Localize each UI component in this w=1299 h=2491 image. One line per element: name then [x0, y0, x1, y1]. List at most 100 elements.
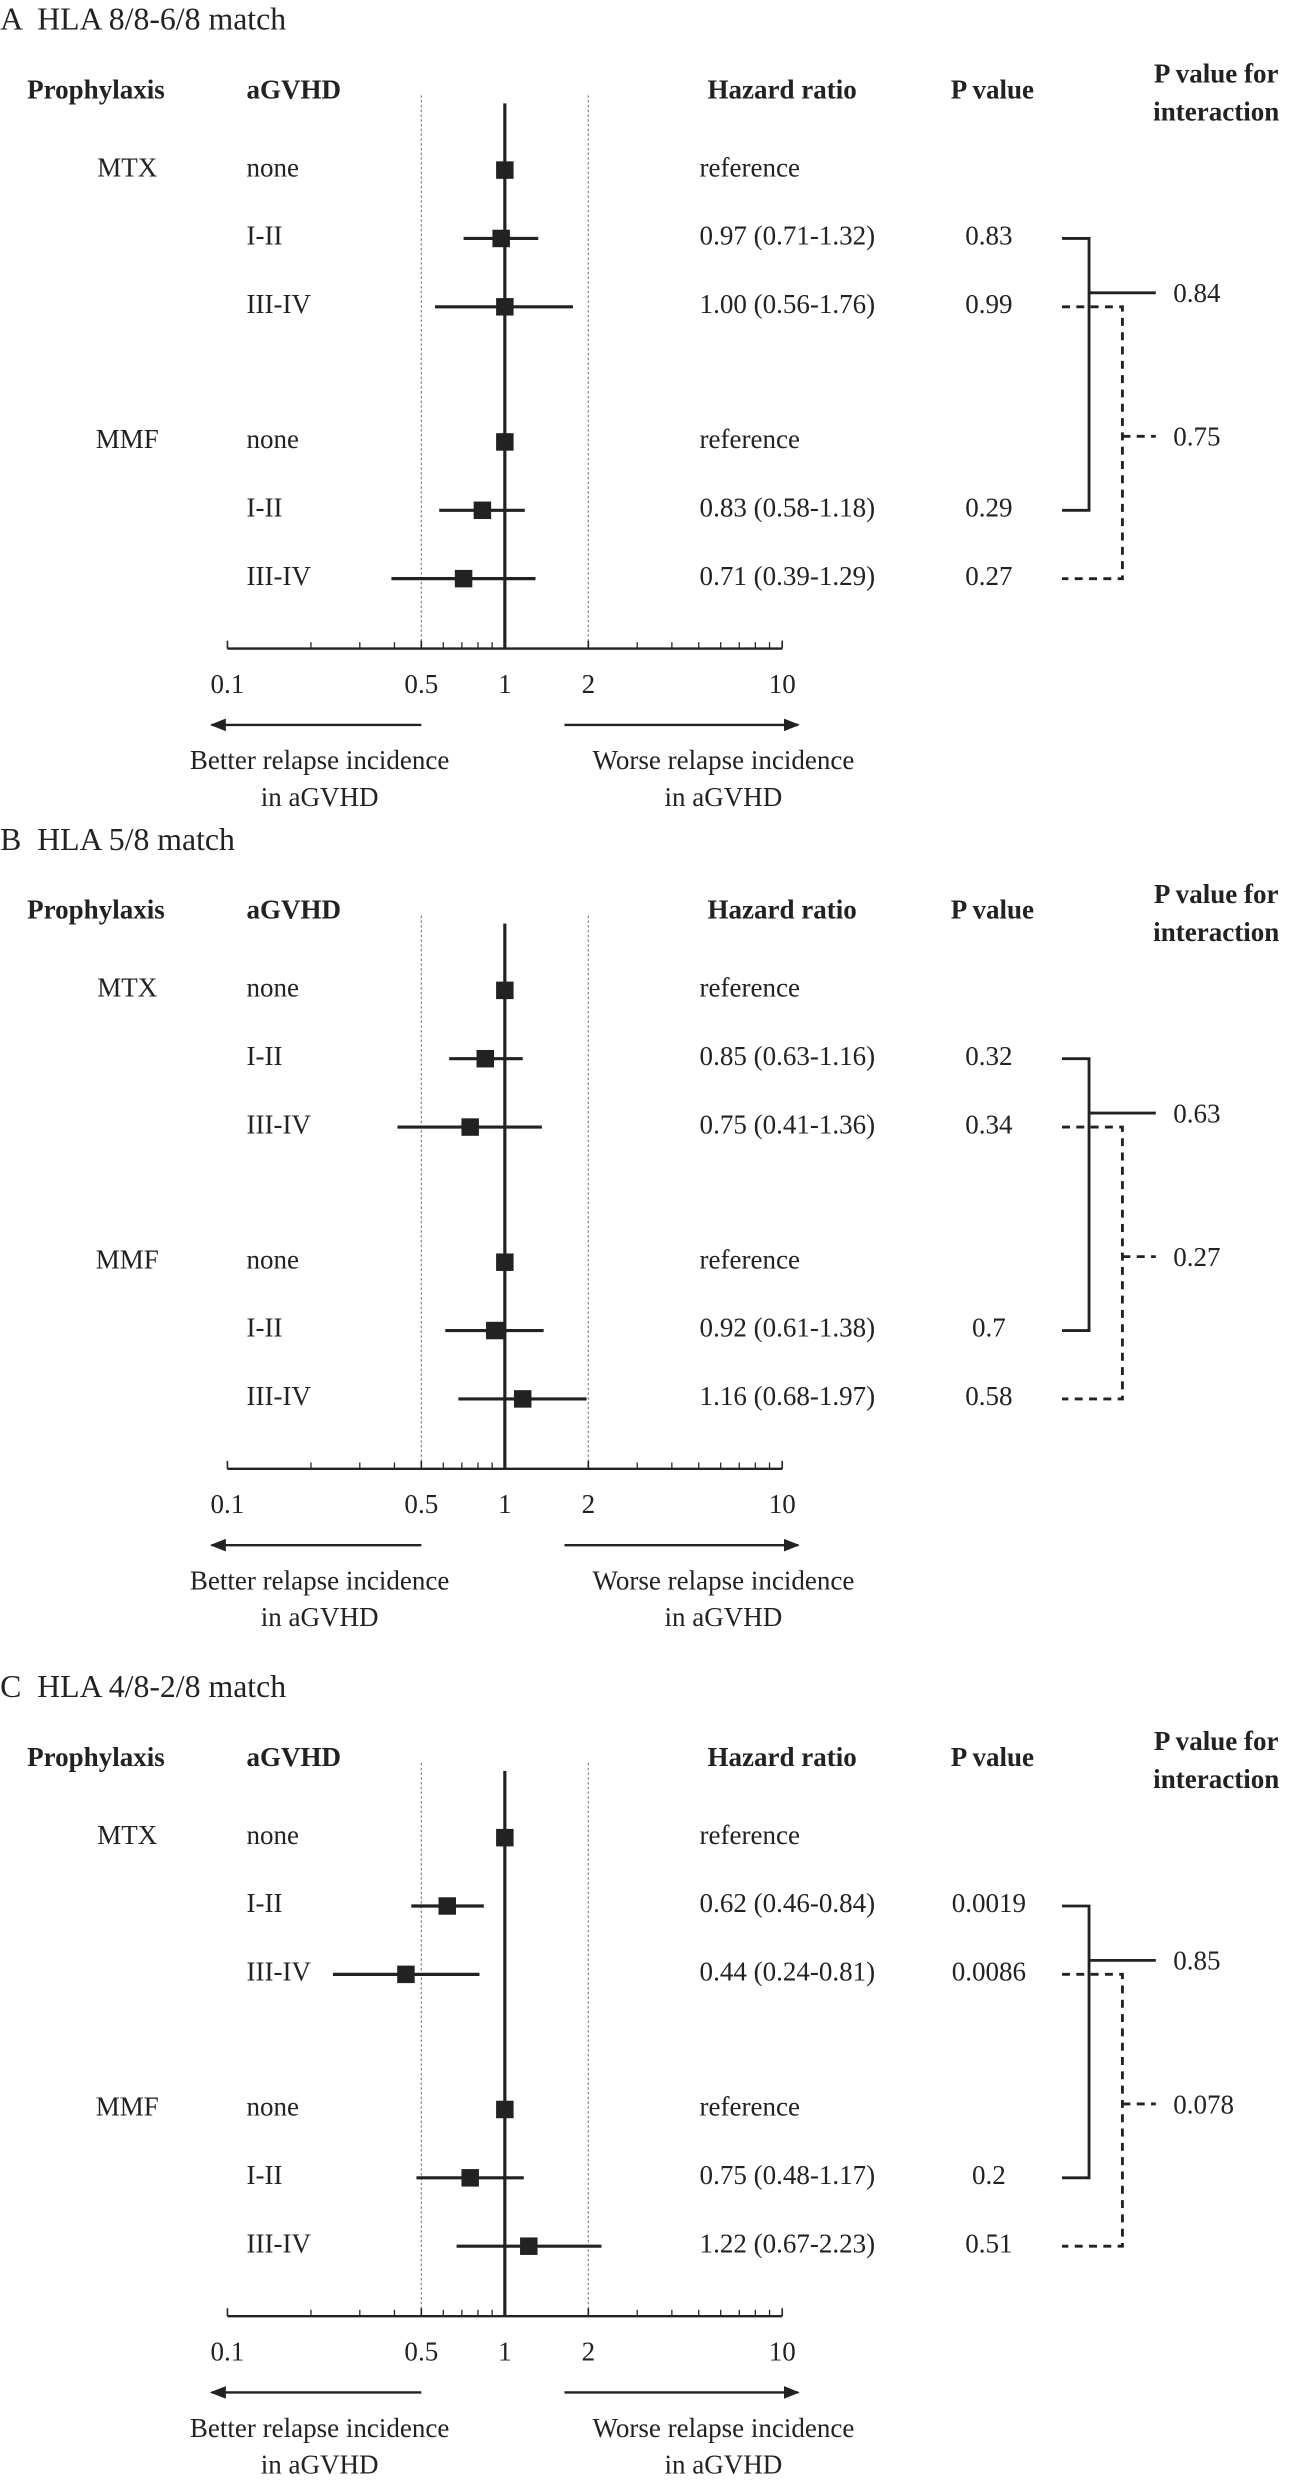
- hr-point: [520, 2237, 538, 2255]
- prophylaxis-label: MMF: [96, 1244, 159, 1274]
- x-tick-label: 2: [582, 2336, 596, 2366]
- interaction-p: 0.84: [1173, 278, 1221, 308]
- header: interaction: [1153, 1764, 1279, 1794]
- direction-label: in aGVHD: [665, 1602, 783, 1632]
- x-tick-label: 10: [769, 669, 796, 699]
- interaction-p: 0.27: [1173, 1242, 1220, 1272]
- p-value: 0.7: [972, 1313, 1006, 1343]
- x-tick-label: 10: [769, 2336, 796, 2366]
- header: Prophylaxis: [27, 895, 165, 925]
- hr-point: [496, 2100, 514, 2119]
- x-tick-label: 10: [769, 1489, 796, 1519]
- p-value: 0.27: [965, 561, 1012, 591]
- hr-point: [496, 981, 514, 1000]
- agvhd-label: III-IV: [247, 2228, 312, 2258]
- hr-point: [461, 1118, 479, 1136]
- hr-label: reference: [700, 424, 800, 454]
- header: interaction: [1153, 917, 1279, 947]
- direction-label: Worse relapse incidence: [592, 1566, 854, 1596]
- agvhd-label: I-II: [247, 1313, 283, 1343]
- hr-point: [496, 1253, 514, 1271]
- x-tick-label: 1: [498, 1489, 512, 1519]
- agvhd-label: I-II: [247, 1888, 283, 1918]
- hr-point: [397, 1965, 415, 1984]
- hr-label: 1.00 (0.56-1.76): [700, 289, 876, 319]
- agvhd-label: III-IV: [247, 1109, 312, 1139]
- hr-label: reference: [700, 2092, 800, 2122]
- hr-point: [496, 433, 514, 451]
- agvhd-label: none: [247, 2092, 300, 2122]
- agvhd-label: none: [247, 1820, 300, 1850]
- prophylaxis-label: MTX: [97, 152, 158, 182]
- agvhd-label: I-II: [247, 492, 283, 522]
- prophylaxis-label: MTX: [97, 973, 158, 1003]
- header: aGVHD: [247, 74, 342, 104]
- bracket: [1062, 237, 1091, 512]
- hr-point: [496, 298, 514, 316]
- direction-label: Worse relapse incidence: [592, 2413, 854, 2443]
- x-tick-label: 1: [498, 669, 512, 699]
- hr-label: 0.75 (0.48-1.17): [700, 2160, 876, 2190]
- agvhd-label: none: [247, 1244, 300, 1274]
- x-tick-label: 0.5: [404, 2336, 438, 2366]
- direction-label: in aGVHD: [665, 2449, 783, 2479]
- hr-point: [473, 501, 492, 520]
- header: Hazard ratio: [708, 895, 857, 925]
- hr-point: [496, 161, 514, 179]
- bracket: [1062, 305, 1124, 581]
- hr-label: 0.44 (0.24-0.81): [700, 1957, 876, 1987]
- p-value: 0.2: [972, 2160, 1006, 2190]
- header: Prophylaxis: [27, 74, 165, 104]
- direction-label: Better relapse incidence: [190, 745, 450, 775]
- hr-label: reference: [700, 1244, 800, 1274]
- agvhd-label: I-II: [247, 2160, 283, 2190]
- hr-label: 0.71 (0.39-1.29): [700, 561, 876, 591]
- x-tick-label: 2: [582, 669, 596, 699]
- x-tick-label: 0.1: [211, 1489, 245, 1519]
- direction-label: in aGVHD: [665, 782, 783, 812]
- header: aGVHD: [247, 1742, 342, 1772]
- agvhd-label: none: [247, 152, 300, 182]
- panel-title: A HLA 8/8-6/8 match: [0, 2, 286, 37]
- prophylaxis-label: MTX: [97, 1820, 158, 1850]
- bracket: [1062, 1972, 1124, 2248]
- hr-label: reference: [700, 1820, 800, 1850]
- panel-title: B HLA 5/8 match: [0, 822, 235, 857]
- header: aGVHD: [247, 895, 342, 925]
- direction-label: Better relapse incidence: [190, 1566, 450, 1596]
- agvhd-label: I-II: [247, 221, 283, 251]
- direction-label: in aGVHD: [261, 782, 379, 812]
- panel-title: C HLA 4/8-2/8 match: [0, 1669, 286, 1704]
- x-tick-label: 0.5: [404, 1489, 438, 1519]
- interaction-p: 0.078: [1173, 2089, 1234, 2119]
- prophylaxis-label: MMF: [96, 424, 159, 454]
- panel: B HLA 5/8 match Prophylaxis aGVHD Hazard ra…: [0, 822, 1279, 1632]
- direction-label: Better relapse incidence: [190, 2413, 450, 2443]
- interaction-p: 0.75: [1173, 422, 1220, 452]
- hr-label: reference: [700, 973, 800, 1003]
- header: P value for: [1154, 1726, 1279, 1756]
- hr-point: [454, 569, 473, 588]
- agvhd-label: I-II: [247, 1041, 283, 1071]
- hr-label: 0.75 (0.41-1.36): [700, 1109, 876, 1139]
- p-value: 0.83: [965, 221, 1012, 251]
- direction-label: Worse relapse incidence: [592, 745, 854, 775]
- p-value: 0.0086: [952, 1957, 1026, 1987]
- hr-label: reference: [700, 152, 800, 182]
- hr-label: 1.22 (0.67-2.23): [700, 2228, 876, 2258]
- p-value: 0.32: [965, 1041, 1012, 1071]
- hr-point: [476, 1049, 495, 1068]
- header: P value for: [1154, 59, 1279, 89]
- hr-point: [486, 1321, 504, 1340]
- p-value: 0.0019: [952, 1888, 1026, 1918]
- header: P value: [951, 1742, 1034, 1772]
- direction-label: in aGVHD: [261, 2449, 379, 2479]
- p-value: 0.58: [965, 1381, 1012, 1411]
- agvhd-label: III-IV: [247, 1957, 312, 1987]
- p-value: 0.34: [965, 1109, 1013, 1139]
- header: interaction: [1153, 97, 1279, 127]
- direction-label: in aGVHD: [261, 1602, 379, 1632]
- header: P value: [951, 74, 1034, 104]
- agvhd-label: none: [247, 973, 300, 1003]
